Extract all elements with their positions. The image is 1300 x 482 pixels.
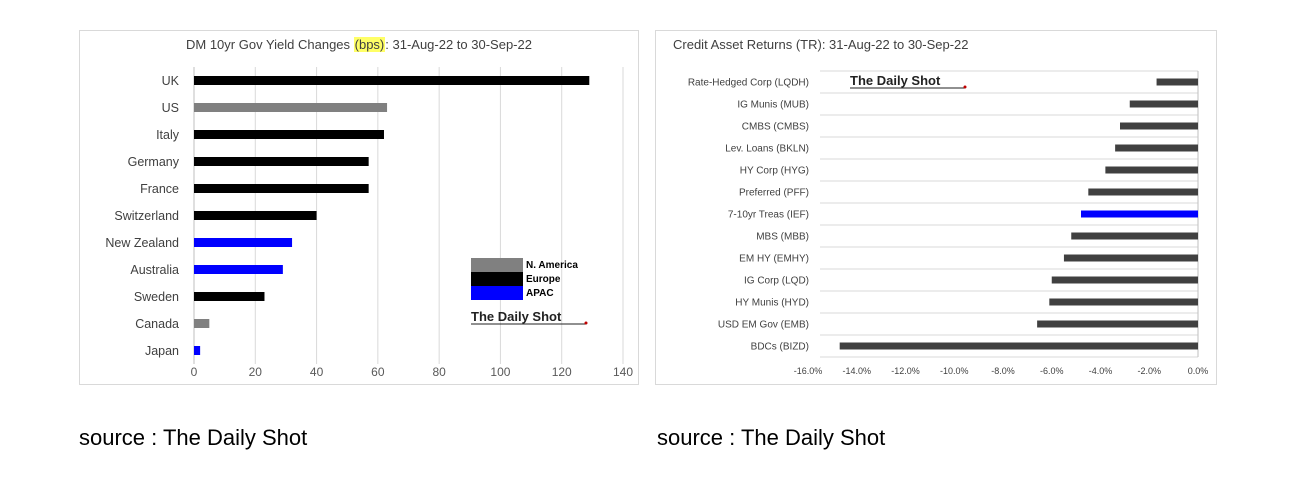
credit-returns-bar-chart: -16.0% -14.0% -12.0% -10.0% -8.0% -6.0% -4.0% -… (688, 70, 1209, 376)
category-label: CMBS (CMBS) (742, 122, 809, 133)
x-tick-label: 120 (552, 365, 572, 379)
category-label: 7-10yr Treas (IEF) (728, 210, 809, 221)
x-tick-label: -6.0% (1040, 366, 1064, 376)
bar (194, 265, 283, 274)
category-label: Australia (130, 263, 179, 277)
yield-change-bar-chart: 0 20 40 60 80 100 120 140 UK US Italy Germany France… (105, 67, 633, 379)
category-label: Canada (135, 317, 179, 331)
x-tick-label: -14.0% (842, 366, 871, 376)
bar (1071, 232, 1198, 240)
category-label: UK (162, 74, 180, 88)
bar (194, 103, 388, 112)
credit-returns-chart-panel: Credit Asset Returns (TR): 31-Aug-22 to … (655, 30, 1217, 385)
category-label: Sweden (134, 290, 179, 304)
bar (1051, 276, 1198, 284)
category-label: EM HY (EMHY) (739, 254, 809, 265)
x-tick-label: -8.0% (991, 366, 1015, 376)
x-tick-label: -2.0% (1137, 366, 1161, 376)
bar (1063, 254, 1198, 262)
chart-title: Credit Asset Returns (TR): 31-Aug-22 to … (673, 37, 969, 52)
source-caption: source : The Daily Shot (79, 425, 308, 450)
category-label: Preferred (PFF) (739, 188, 809, 199)
bar (1088, 188, 1198, 196)
x-tick-label: 0.0% (1188, 366, 1209, 376)
bar (1120, 122, 1198, 130)
source-caption: source : The Daily Shot (657, 425, 886, 450)
x-tick-label: 100 (490, 365, 510, 379)
bar (194, 346, 201, 355)
category-label: New Zealand (105, 236, 179, 250)
category-label: Rate-Hedged Corp (LQDH) (688, 78, 809, 89)
bar (1049, 298, 1198, 306)
category-label: Italy (156, 128, 180, 142)
category-label: HY Munis (HYD) (735, 298, 809, 309)
x-tick-label: -16.0% (794, 366, 823, 376)
bar (1105, 166, 1198, 174)
category-label: France (140, 182, 179, 196)
legend-label: APAC (526, 288, 554, 299)
watermark-dot (963, 85, 967, 89)
legend-label: Europe (526, 274, 561, 285)
watermark-logo: The Daily Shot (471, 309, 562, 324)
legend-label: N. America (526, 260, 578, 271)
category-label: Lev. Loans (BKLN) (725, 144, 809, 155)
legend-swatch (471, 258, 523, 272)
category-label: BDCs (BIZD) (751, 342, 809, 353)
x-tick-label: 40 (310, 365, 324, 379)
bar (194, 157, 369, 166)
bar (194, 319, 210, 328)
chart-title-units: (bps) (353, 37, 386, 52)
category-label: US (162, 101, 179, 115)
bar (1115, 144, 1198, 152)
category-label: USD EM Gov (EMB) (718, 320, 809, 331)
bar (194, 184, 369, 193)
bar (1081, 210, 1198, 218)
bar (194, 211, 317, 220)
watermark-logo: The Daily Shot (850, 73, 941, 88)
yield-change-chart-panel: DM 10yr Gov Yield Changes (bps): 31-Aug-… (79, 30, 639, 385)
category-label: IG Munis (MUB) (737, 100, 809, 111)
x-tick-label: -10.0% (940, 366, 969, 376)
x-tick-label: 0 (191, 365, 198, 379)
bar (194, 130, 384, 139)
chart-title: DM 10yr Gov Yield Changes (bps): 31-Aug-… (80, 37, 638, 52)
x-tick-label: 140 (613, 365, 633, 379)
legend-swatch (471, 286, 523, 300)
bar (839, 342, 1198, 350)
bar (1037, 320, 1198, 328)
x-tick-label: 80 (432, 365, 446, 379)
category-label: Germany (128, 155, 180, 169)
chart-title-text: DM 10yr Gov Yield Changes (186, 37, 354, 52)
bar (194, 76, 590, 85)
category-label: MBS (MBB) (756, 232, 809, 243)
bar (194, 238, 293, 247)
bar (194, 292, 265, 301)
x-tick-label: -12.0% (891, 366, 920, 376)
category-label: IG Corp (LQD) (744, 276, 809, 287)
chart-title-date-range: : 31-Aug-22 to 30-Sep-22 (385, 37, 532, 52)
legend-swatch (471, 272, 523, 286)
x-tick-label: -4.0% (1089, 366, 1113, 376)
bar (1129, 100, 1198, 108)
x-tick-label: 20 (249, 365, 263, 379)
x-tick-label: 60 (371, 365, 385, 379)
category-label: HY Corp (HYG) (740, 166, 809, 177)
watermark-dot (584, 321, 588, 325)
category-label: Switzerland (114, 209, 179, 223)
category-label: Japan (145, 344, 179, 358)
bar (1156, 78, 1198, 86)
